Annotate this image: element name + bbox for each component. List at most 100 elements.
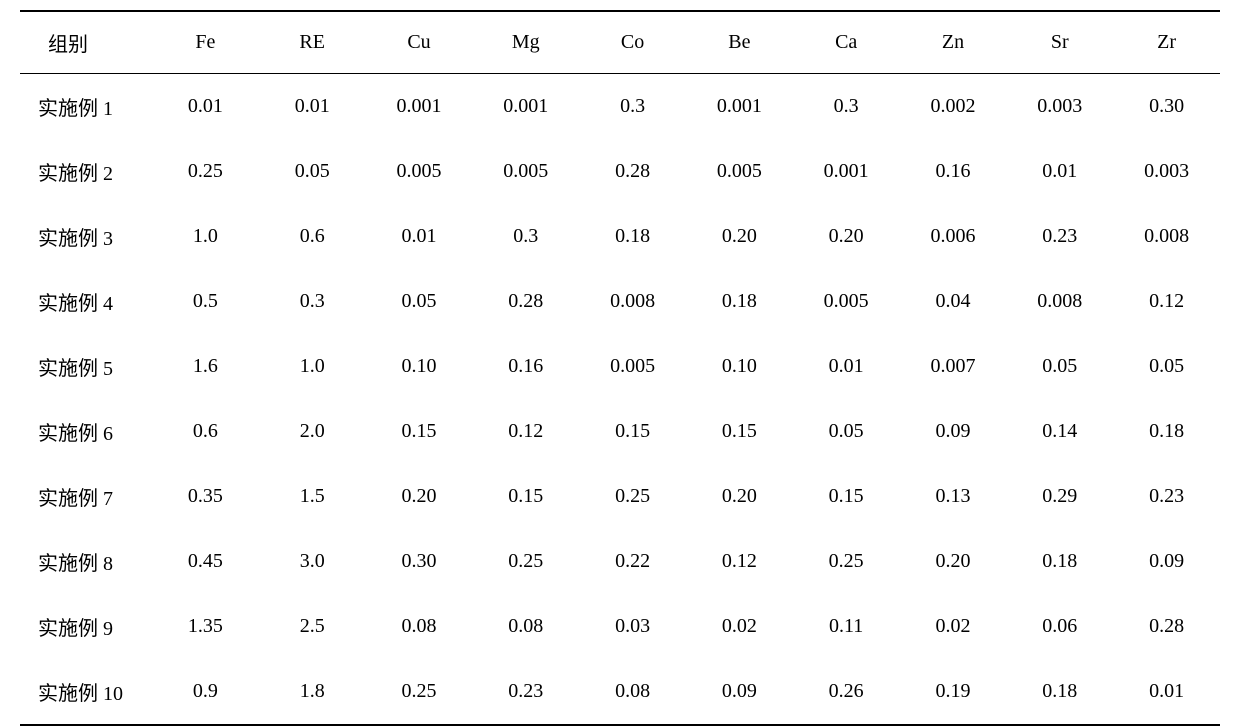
table-cell: 0.25 [366, 659, 473, 725]
table-cell: 0.04 [900, 269, 1007, 334]
column-header: Mg [472, 11, 579, 74]
table-cell: 0.9 [152, 659, 259, 725]
table-cell: 0.30 [366, 529, 473, 594]
table-cell: 0.19 [900, 659, 1007, 725]
table-cell: 1.35 [152, 594, 259, 659]
table-row: 实施例 5 1.6 1.0 0.10 0.16 0.005 0.10 0.01 … [20, 334, 1220, 399]
table-cell: 0.3 [259, 269, 366, 334]
table-cell: 实施例 1 [20, 74, 152, 140]
table-cell: 0.15 [366, 399, 473, 464]
column-header: Fe [152, 11, 259, 74]
table-cell: 0.05 [793, 399, 900, 464]
table-row: 实施例 3 1.0 0.6 0.01 0.3 0.18 0.20 0.20 0.… [20, 204, 1220, 269]
table-cell: 0.007 [900, 334, 1007, 399]
table-cell: 0.05 [1113, 334, 1220, 399]
table-cell: 实施例 3 [20, 204, 152, 269]
table-cell: 0.5 [152, 269, 259, 334]
table-cell: 0.23 [472, 659, 579, 725]
table-cell: 0.28 [472, 269, 579, 334]
table-cell: 0.08 [472, 594, 579, 659]
table-cell: 0.003 [1006, 74, 1113, 140]
table-cell: 0.09 [1113, 529, 1220, 594]
table-cell: 0.10 [366, 334, 473, 399]
table-cell: 2.0 [259, 399, 366, 464]
table-cell: 0.008 [1006, 269, 1113, 334]
table-cell: 0.01 [366, 204, 473, 269]
table-cell: 0.001 [793, 139, 900, 204]
table-row: 实施例 4 0.5 0.3 0.05 0.28 0.008 0.18 0.005… [20, 269, 1220, 334]
table-cell: 1.0 [259, 334, 366, 399]
table-cell: 0.08 [579, 659, 686, 725]
table-header-row: 组别 Fe RE Cu Mg Co Be Ca Zn Sr Zr [20, 11, 1220, 74]
table-cell: 0.01 [259, 74, 366, 140]
table-cell: 0.28 [579, 139, 686, 204]
table-cell: 实施例 9 [20, 594, 152, 659]
table-cell: 0.45 [152, 529, 259, 594]
table-cell: 0.18 [1006, 529, 1113, 594]
table-cell: 0.25 [152, 139, 259, 204]
table-cell: 0.03 [579, 594, 686, 659]
table-cell: 实施例 8 [20, 529, 152, 594]
table-cell: 1.6 [152, 334, 259, 399]
table-cell: 0.28 [1113, 594, 1220, 659]
table-cell: 0.01 [793, 334, 900, 399]
table-cell: 0.6 [259, 204, 366, 269]
data-table: 组别 Fe RE Cu Mg Co Be Ca Zn Sr Zr 实施例 1 0… [20, 10, 1220, 726]
table-cell: 0.12 [686, 529, 793, 594]
table-cell: 0.005 [686, 139, 793, 204]
table-cell: 0.15 [472, 464, 579, 529]
column-header: Ca [793, 11, 900, 74]
table-cell: 0.09 [900, 399, 1007, 464]
table-cell: 0.01 [1006, 139, 1113, 204]
table-cell: 0.18 [1006, 659, 1113, 725]
column-header: 组别 [20, 11, 152, 74]
table-cell: 0.01 [152, 74, 259, 140]
table-cell: 0.25 [579, 464, 686, 529]
table-cell: 实施例 4 [20, 269, 152, 334]
table-cell: 0.08 [366, 594, 473, 659]
table-row: 实施例 10 0.9 1.8 0.25 0.23 0.08 0.09 0.26 … [20, 659, 1220, 725]
table-cell: 0.20 [900, 529, 1007, 594]
table-cell: 0.10 [686, 334, 793, 399]
table-cell: 实施例 10 [20, 659, 152, 725]
table-cell: 实施例 6 [20, 399, 152, 464]
table-cell: 0.6 [152, 399, 259, 464]
table-cell: 1.8 [259, 659, 366, 725]
table-cell: 0.06 [1006, 594, 1113, 659]
table-cell: 实施例 5 [20, 334, 152, 399]
table-cell: 0.20 [686, 464, 793, 529]
table-cell: 0.18 [1113, 399, 1220, 464]
table-cell: 0.23 [1113, 464, 1220, 529]
table-cell: 0.11 [793, 594, 900, 659]
table-row: 实施例 1 0.01 0.01 0.001 0.001 0.3 0.001 0.… [20, 74, 1220, 140]
table-cell: 0.005 [793, 269, 900, 334]
column-header: Zn [900, 11, 1007, 74]
table-body: 实施例 1 0.01 0.01 0.001 0.001 0.3 0.001 0.… [20, 74, 1220, 726]
column-header: Co [579, 11, 686, 74]
table-cell: 3.0 [259, 529, 366, 594]
table-cell: 0.35 [152, 464, 259, 529]
table-cell: 0.29 [1006, 464, 1113, 529]
table-cell: 0.02 [686, 594, 793, 659]
column-header: Be [686, 11, 793, 74]
column-header: Zr [1113, 11, 1220, 74]
table-cell: 0.15 [686, 399, 793, 464]
table-cell: 1.0 [152, 204, 259, 269]
column-header: Sr [1006, 11, 1113, 74]
table-cell: 0.23 [1006, 204, 1113, 269]
table-cell: 0.005 [472, 139, 579, 204]
table-cell: 0.20 [793, 204, 900, 269]
table-cell: 实施例 7 [20, 464, 152, 529]
table-cell: 0.008 [579, 269, 686, 334]
table-cell: 0.25 [472, 529, 579, 594]
column-header: Cu [366, 11, 473, 74]
table-cell: 0.02 [900, 594, 1007, 659]
table-cell: 0.005 [579, 334, 686, 399]
table-cell: 0.05 [1006, 334, 1113, 399]
table-cell: 0.001 [686, 74, 793, 140]
table-cell: 0.15 [793, 464, 900, 529]
table-cell: 实施例 2 [20, 139, 152, 204]
table-row: 实施例 9 1.35 2.5 0.08 0.08 0.03 0.02 0.11 … [20, 594, 1220, 659]
table-cell: 0.30 [1113, 74, 1220, 140]
table-cell: 0.25 [793, 529, 900, 594]
